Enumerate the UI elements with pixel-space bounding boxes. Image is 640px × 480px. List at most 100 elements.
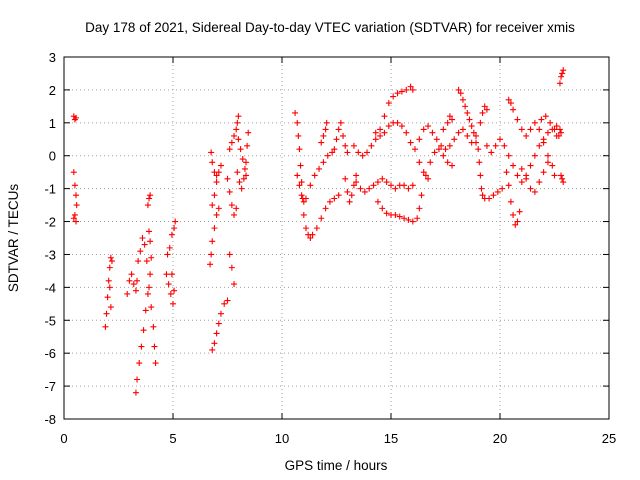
data-point	[385, 100, 392, 107]
data-point	[449, 116, 456, 123]
y-tick-label: 0	[49, 149, 56, 164]
data-point	[146, 195, 153, 202]
data-point	[297, 162, 304, 169]
data-point	[235, 113, 242, 120]
data-point	[494, 188, 501, 195]
data-point	[429, 129, 436, 136]
data-point	[231, 281, 238, 288]
data-point	[167, 290, 174, 297]
data-point	[137, 248, 144, 255]
data-point	[544, 159, 551, 166]
data-point	[298, 179, 305, 186]
data-point	[405, 185, 412, 192]
data-point	[103, 310, 110, 317]
data-point	[226, 146, 233, 153]
data-point	[233, 126, 240, 133]
data-point	[221, 300, 228, 307]
data-point	[102, 323, 109, 330]
data-point	[211, 340, 218, 347]
data-point	[147, 271, 154, 278]
data-point	[144, 202, 151, 209]
data-point	[559, 70, 566, 77]
data-point	[313, 225, 320, 232]
x-axis-label: GPS time / hours	[285, 458, 388, 473]
data-point	[211, 225, 218, 232]
data-point	[523, 132, 530, 139]
data-point	[507, 100, 514, 107]
data-point	[468, 123, 475, 130]
data-point	[307, 235, 314, 241]
data-point	[132, 389, 139, 396]
data-point	[337, 119, 344, 126]
data-point	[70, 215, 77, 222]
data-point	[171, 225, 178, 232]
data-point	[364, 149, 371, 156]
data-point	[388, 182, 394, 189]
data-point	[217, 310, 224, 317]
plot-frame	[63, 56, 610, 420]
data-point	[172, 218, 179, 225]
data-point	[142, 307, 149, 314]
data-point	[234, 169, 241, 176]
data-point	[300, 198, 307, 205]
data-point	[342, 142, 349, 149]
data-point	[209, 159, 216, 166]
data-point	[359, 152, 366, 159]
data-point	[459, 126, 466, 133]
data-point	[292, 109, 299, 116]
data-point	[479, 192, 486, 199]
data-point	[403, 86, 410, 93]
data-point	[357, 185, 364, 192]
data-point	[209, 202, 216, 209]
data-point	[146, 228, 153, 235]
y-tick-labels: -8 -7 -6 -5 -4 -3 -2 -1 0 1 2 3	[44, 50, 56, 427]
data-point	[294, 172, 301, 179]
data-point	[470, 129, 477, 136]
data-point	[146, 284, 153, 291]
data-point	[233, 205, 240, 212]
data-point	[401, 215, 408, 222]
data-point	[106, 264, 113, 271]
data-point	[108, 258, 115, 265]
data-point	[379, 175, 386, 182]
data-point	[427, 159, 434, 166]
data-point	[168, 231, 175, 238]
data-point	[335, 126, 342, 133]
data-point	[298, 192, 305, 199]
data-point	[132, 287, 139, 294]
data-point	[401, 182, 408, 189]
data-point	[527, 126, 534, 133]
data-point	[320, 132, 327, 139]
data-point	[166, 244, 173, 251]
data-point	[138, 343, 145, 350]
data-point	[379, 205, 386, 212]
data-point	[245, 129, 252, 136]
data-point	[505, 152, 512, 159]
data-point	[544, 129, 551, 136]
data-point	[213, 330, 220, 337]
data-point	[560, 179, 567, 186]
data-point	[139, 235, 146, 241]
data-points	[70, 67, 567, 396]
data-point	[228, 139, 235, 146]
data-point	[558, 172, 565, 179]
data-point	[444, 159, 451, 166]
data-point	[405, 216, 412, 223]
y-axis-label: SDTVAR / TECUs	[6, 184, 21, 293]
data-point	[559, 175, 566, 182]
data-point	[241, 165, 248, 172]
data-point	[130, 281, 137, 288]
data-point	[505, 96, 512, 103]
data-point	[71, 182, 78, 189]
data-point	[370, 182, 377, 189]
data-point	[208, 149, 215, 156]
data-point	[228, 202, 235, 209]
data-point	[374, 198, 381, 205]
data-point	[215, 205, 222, 212]
data-point	[381, 129, 388, 136]
data-point	[455, 129, 462, 136]
data-point	[479, 109, 486, 116]
data-point	[243, 159, 250, 166]
data-point	[331, 146, 338, 153]
